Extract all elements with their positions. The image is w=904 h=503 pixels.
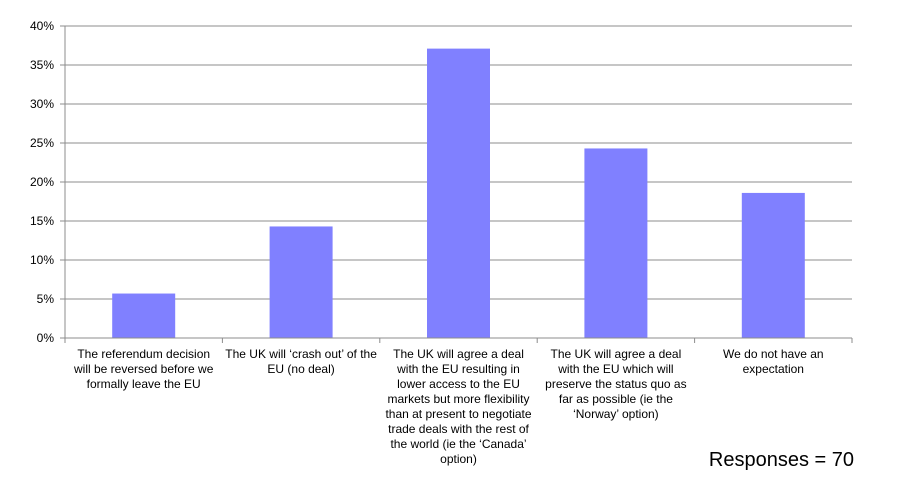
- x-tick-label: The UK will agree a deal with the EU res…: [385, 347, 532, 466]
- y-tick-label: 25%: [30, 136, 54, 150]
- y-tick-label: 5%: [37, 292, 55, 306]
- y-tick-label: 40%: [30, 19, 54, 33]
- bar: [427, 48, 490, 339]
- bar: [269, 226, 333, 338]
- bar: [112, 293, 176, 338]
- bar: [741, 192, 805, 338]
- x-tick-label: The UK will agree a deal with the EU whi…: [545, 347, 687, 421]
- y-tick-label: 0%: [37, 331, 55, 345]
- x-tick-label: We do not have an expectation: [723, 347, 824, 376]
- y-tick-label: 15%: [30, 214, 54, 228]
- y-tick-label: 35%: [30, 58, 54, 72]
- y-tick-label: 20%: [30, 175, 54, 189]
- y-tick-label: 10%: [30, 253, 54, 267]
- responses-count: Responses = 70: [708, 449, 854, 471]
- y-tick-label: 30%: [30, 97, 54, 111]
- x-tick-label: The referendum decision will be reversed…: [73, 347, 214, 391]
- bar: [584, 148, 648, 338]
- x-tick-label: The UK will ‘crash out’ of the EU (no de…: [225, 347, 377, 376]
